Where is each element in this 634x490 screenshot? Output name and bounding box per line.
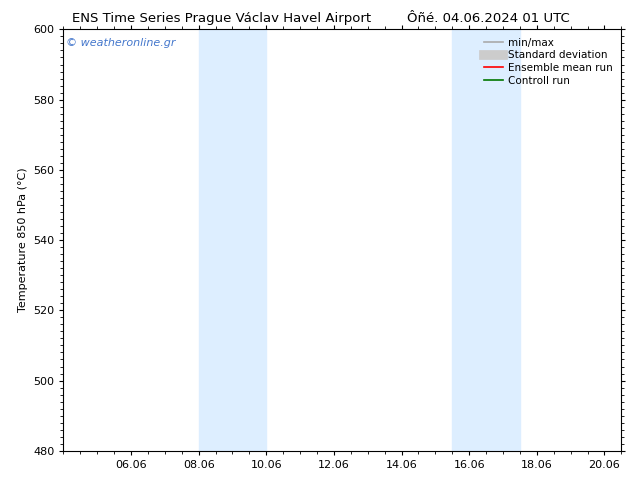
- Bar: [452, 29, 520, 451]
- Text: Ôñé. 04.06.2024 01 UTC: Ôñé. 04.06.2024 01 UTC: [407, 12, 569, 25]
- Text: ENS Time Series Prague Václav Havel Airport: ENS Time Series Prague Václav Havel Airp…: [72, 12, 372, 25]
- Text: © weatheronline.gr: © weatheronline.gr: [66, 38, 176, 48]
- Y-axis label: Temperature 850 hPa (°C): Temperature 850 hPa (°C): [18, 168, 27, 313]
- Legend: min/max, Standard deviation, Ensemble mean run, Controll run: min/max, Standard deviation, Ensemble me…: [481, 35, 616, 89]
- Bar: [198, 29, 266, 451]
